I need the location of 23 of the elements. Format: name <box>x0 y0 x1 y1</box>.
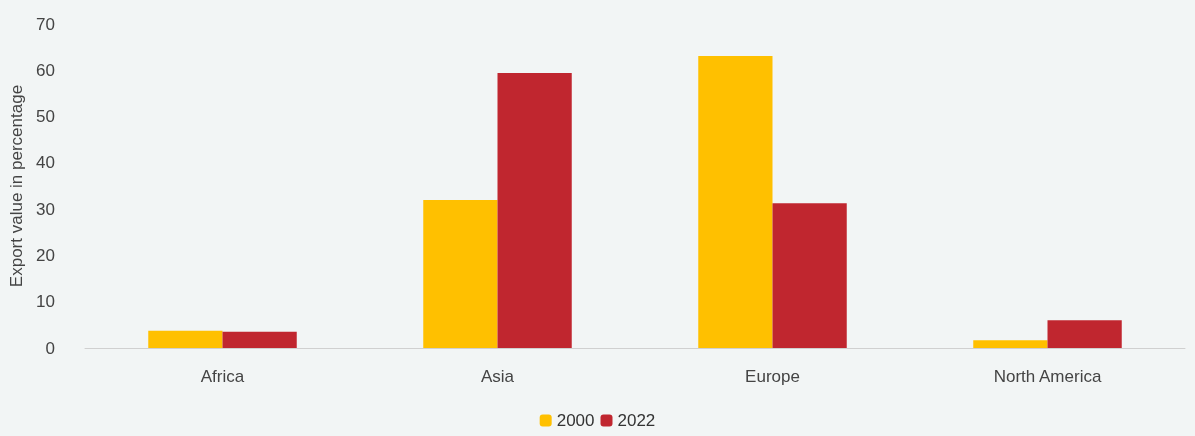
y-tick-label: 0 <box>45 338 55 358</box>
x-tick-label: Africa <box>200 367 245 386</box>
bar <box>497 73 572 348</box>
legend-label: 2000 <box>556 411 595 430</box>
y-axis-title: Export value in percentage <box>7 84 27 288</box>
legend-label: 2022 <box>617 411 656 430</box>
y-tick-label: 10 <box>36 292 55 312</box>
bar <box>222 331 297 348</box>
y-tick-label: 50 <box>36 107 55 127</box>
y-tick-label: 20 <box>36 245 55 265</box>
y-tick-label: 70 <box>36 14 55 34</box>
y-tick-label: 30 <box>36 199 55 219</box>
bar <box>423 199 498 348</box>
y-tick-label: 60 <box>36 60 55 80</box>
bar <box>1047 320 1122 348</box>
y-tick-label: 40 <box>36 153 55 173</box>
x-tick-label: Europe <box>745 367 800 386</box>
x-tick-label: Asia <box>480 367 515 386</box>
x-tick-label: North America <box>993 367 1102 386</box>
bar <box>772 203 847 348</box>
bar <box>973 340 1048 348</box>
bar <box>698 55 773 348</box>
bar <box>148 330 223 348</box>
